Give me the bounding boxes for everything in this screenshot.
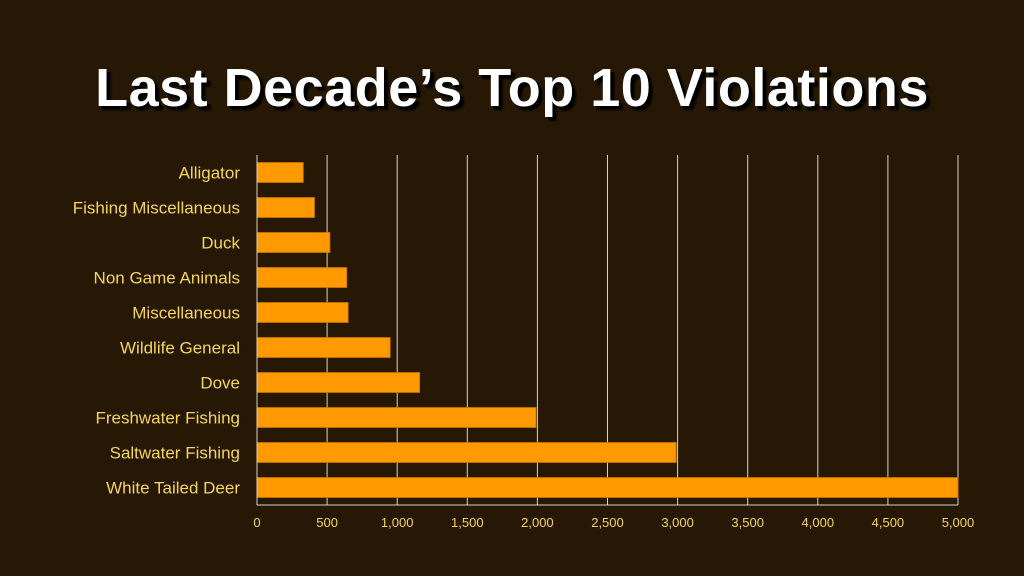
x-tick-label: 1,500 xyxy=(451,515,484,530)
bar-freshwater-fishing xyxy=(256,407,537,428)
bar-saltwater-fishing xyxy=(256,442,677,463)
x-tick-label: 0 xyxy=(253,515,260,530)
bar-fishing-miscellaneous xyxy=(256,197,315,218)
x-tick-label: 4,500 xyxy=(872,515,905,530)
x-tick-label: 2,500 xyxy=(591,515,624,530)
category-label: Miscellaneous xyxy=(132,304,240,323)
x-tick-label: 3,000 xyxy=(661,515,694,530)
category-label: Fishing Miscellaneous xyxy=(73,199,240,218)
category-label: Alligator xyxy=(179,164,241,183)
slide-title: Last Decade’s Top 10 Violations xyxy=(95,58,929,118)
category-label: Non Game Animals xyxy=(94,269,240,288)
x-tick-label: 1,000 xyxy=(381,515,414,530)
category-label: Dove xyxy=(200,374,240,393)
x-tick-label: 2,000 xyxy=(521,515,554,530)
bar-non-game-animals xyxy=(256,267,348,288)
x-tick-label: 4,000 xyxy=(802,515,835,530)
x-tick-label: 500 xyxy=(316,515,338,530)
bar-alligator xyxy=(256,162,304,183)
bar-dove xyxy=(256,372,421,393)
category-label: White Tailed Deer xyxy=(106,479,240,498)
bar-miscellaneous xyxy=(256,302,349,323)
x-tick-label: 3,500 xyxy=(731,515,764,530)
bar-wildlife-general xyxy=(256,337,391,358)
bar-white-tailed-deer xyxy=(256,477,959,498)
category-label: Saltwater Fishing xyxy=(110,444,240,463)
category-label: Freshwater Fishing xyxy=(95,409,240,428)
category-label: Wildlife General xyxy=(120,339,240,358)
category-label: Duck xyxy=(201,234,240,253)
x-tick-label: 5,000 xyxy=(942,515,975,530)
bar-duck xyxy=(256,232,331,253)
